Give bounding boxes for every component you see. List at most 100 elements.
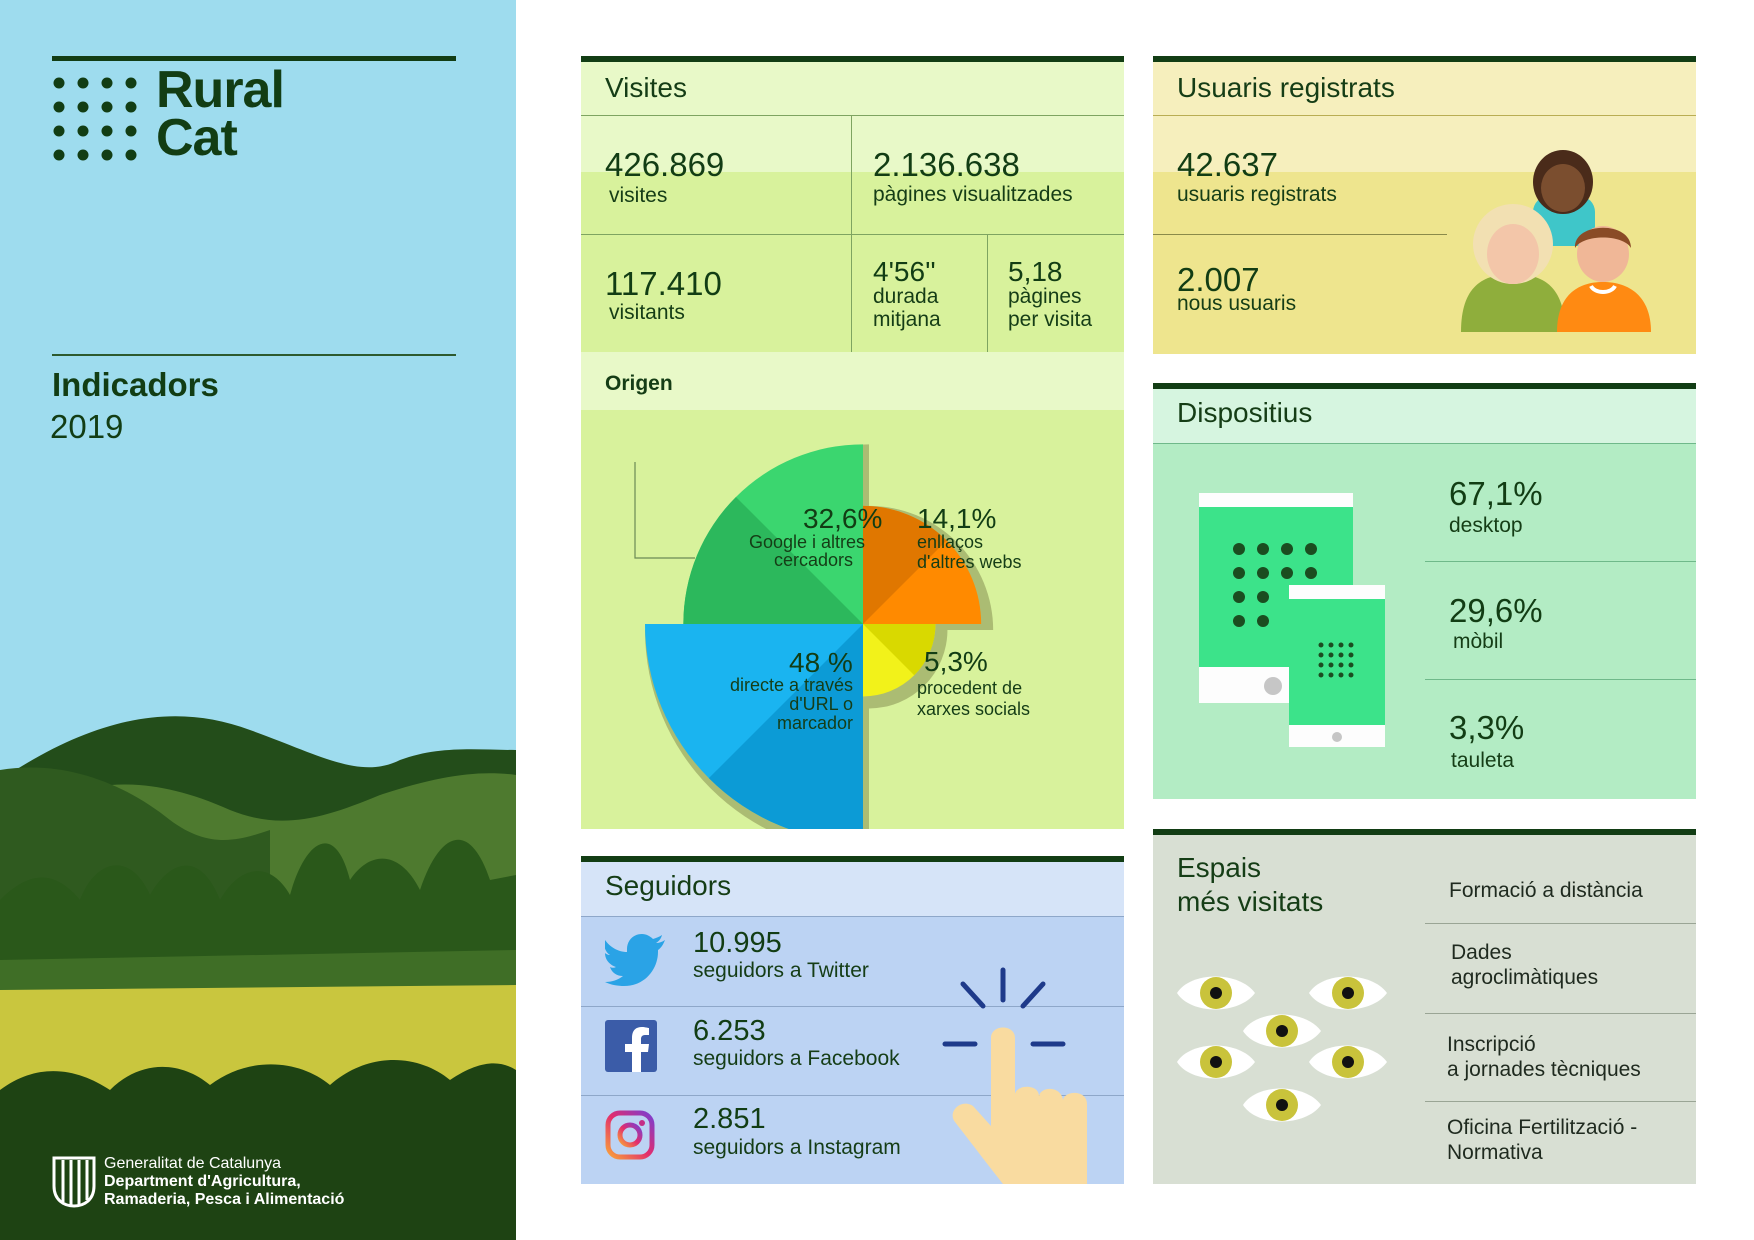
links-label: enllaços d'altres webs bbox=[917, 532, 1021, 572]
divider bbox=[1153, 234, 1447, 235]
visits-header bbox=[581, 62, 1124, 172]
divider bbox=[52, 56, 456, 61]
pie-slice-shade bbox=[863, 624, 936, 676]
direct-value: 48 % bbox=[789, 647, 853, 678]
divider bbox=[987, 235, 988, 352]
leader-line bbox=[634, 462, 695, 559]
duration-label-2: mitjana bbox=[873, 308, 941, 331]
mobile-value: 29,6% bbox=[1449, 592, 1543, 629]
divider bbox=[1153, 443, 1696, 444]
visits-value: 426.869 bbox=[605, 146, 725, 183]
panel-topbar bbox=[1153, 829, 1696, 835]
divider bbox=[851, 116, 852, 352]
divider bbox=[1425, 923, 1696, 924]
tablet-label: tauleta bbox=[1451, 749, 1515, 772]
origin-pie-chart bbox=[634, 444, 994, 829]
instagram-icon[interactable] bbox=[605, 1110, 655, 1160]
social-label-2: xarxes socials bbox=[917, 699, 1031, 719]
users-panel: Usuaris registrats 42.637 usuaris regist… bbox=[1153, 56, 1696, 354]
visitors-value: 117.410 bbox=[605, 265, 722, 302]
panel-topbar bbox=[1153, 56, 1696, 62]
landscape-illustration bbox=[0, 716, 516, 1240]
direct-label: directe a través d'URL o marcador bbox=[711, 676, 853, 733]
divider bbox=[1425, 1101, 1696, 1102]
most-visited-item-2-line2: agroclimàtiques bbox=[1451, 966, 1599, 989]
most-visited-item-4[interactable]: Oficina Fertilització - Normativa bbox=[1447, 1115, 1637, 1165]
department-name-1: Department d'Agricultura, bbox=[104, 1173, 301, 1190]
government-credit: Generalitat de Catalunya Department d'Ag… bbox=[104, 1155, 344, 1209]
visits-panel: Visites 426.869 visites 2.136.638 pàgine… bbox=[581, 56, 1124, 829]
new-users-value: 2.007 bbox=[1177, 261, 1260, 298]
origin-header bbox=[581, 352, 1124, 410]
registered-users-label: usuaris registrats bbox=[1177, 183, 1337, 206]
twitter-followers-value: 10.995 bbox=[693, 927, 782, 959]
brand-logo: Rural Cat bbox=[156, 61, 285, 167]
most-visited-item-4-line2: Normativa bbox=[1447, 1141, 1543, 1164]
direct-label-2: d'URL o marcador bbox=[776, 694, 853, 733]
most-visited-item-2-line1: Dades bbox=[1451, 941, 1512, 964]
duration-label-1: durada bbox=[873, 285, 939, 308]
pageviews-value: 2.136.638 bbox=[873, 146, 1020, 183]
panel-topbar bbox=[1153, 383, 1696, 389]
new-users-label: nous usuaris bbox=[1177, 292, 1297, 315]
links-label-1: enllaços bbox=[917, 532, 984, 552]
most-visited-panel: Espais més visitats Formació a distància… bbox=[1153, 829, 1696, 1184]
panel-topbar bbox=[581, 856, 1124, 862]
divider bbox=[1425, 679, 1696, 680]
eyes-icon bbox=[1177, 976, 1387, 1122]
mobile-label: mòbil bbox=[1453, 630, 1504, 653]
most-visited-item-4-line1: Oficina Fertilització - bbox=[1447, 1116, 1638, 1139]
most-visited-title: Espais més visitats bbox=[1177, 851, 1323, 919]
pie-slice-shade bbox=[708, 624, 863, 829]
pages-per-visit-value: 5,18 bbox=[1008, 256, 1063, 287]
pageviews-label: pàgines visualitzades bbox=[873, 183, 1073, 206]
facebook-followers-label: seguidors a Facebook bbox=[693, 1047, 900, 1070]
google-label-1: Google i altres bbox=[749, 532, 866, 552]
divider bbox=[581, 1006, 1124, 1007]
most-visited-item-1[interactable]: Formació a distància bbox=[1449, 879, 1643, 902]
brand-line2: Cat bbox=[156, 109, 238, 167]
devices-header bbox=[1153, 389, 1696, 443]
google-label-2: cercadors bbox=[773, 550, 853, 570]
users-icon bbox=[1461, 150, 1651, 332]
facebook-icon[interactable] bbox=[605, 1020, 657, 1072]
desktop-label: desktop bbox=[1449, 514, 1523, 537]
department-name-2: Ramaderia, Pesca i Alimentació bbox=[104, 1191, 345, 1208]
origin-title: Origen bbox=[605, 372, 673, 395]
divider bbox=[581, 1095, 1124, 1096]
pie-slice-shade bbox=[863, 505, 947, 624]
pages-per-visit-label-1: pàgines bbox=[1008, 285, 1082, 308]
report-year: 2019 bbox=[50, 408, 124, 445]
devices-title: Dispositius bbox=[1177, 397, 1313, 428]
facebook-followers-value: 6.253 bbox=[693, 1015, 766, 1047]
followers-panel: Seguidors 10.995 seguidors a Twitter 6.2… bbox=[581, 856, 1124, 1184]
divider bbox=[581, 115, 1124, 116]
registered-users-value: 42.637 bbox=[1177, 146, 1278, 183]
government-name: Generalitat de Catalunya bbox=[104, 1155, 281, 1172]
panel-topbar bbox=[581, 56, 1124, 62]
most-visited-item-3[interactable]: Inscripció a jornades tècniques bbox=[1447, 1032, 1641, 1082]
social-label: procedent de xarxes socials bbox=[917, 678, 1030, 720]
links-label-2: d'altres webs bbox=[917, 552, 1022, 572]
users-header bbox=[1153, 62, 1696, 172]
brand-line1: Rural bbox=[156, 61, 285, 119]
followers-title: Seguidors bbox=[605, 870, 732, 901]
google-label: Google i altres cercadors bbox=[749, 532, 866, 570]
divider bbox=[52, 354, 456, 356]
logo-dots-icon bbox=[53, 77, 137, 161]
pages-per-visit-label-2: per visita bbox=[1008, 308, 1093, 331]
visits-label: visites bbox=[609, 184, 668, 207]
most-visited-item-2[interactable]: Dades agroclimàtiques bbox=[1451, 940, 1598, 990]
twitter-icon[interactable] bbox=[605, 934, 667, 986]
instagram-followers-label: seguidors a Instagram bbox=[693, 1136, 901, 1159]
visitors-label: visitants bbox=[609, 301, 685, 324]
direct-label-1: directe a través bbox=[729, 675, 853, 695]
divider bbox=[581, 234, 1124, 235]
devices-panel: Dispositius 67,1% desktop 29,6% mòbil 3,… bbox=[1153, 383, 1696, 799]
twitter-followers-label: seguidors a Twitter bbox=[693, 959, 869, 982]
most-visited-title-2: més visitats bbox=[1177, 886, 1324, 917]
social-label-1: procedent de bbox=[917, 678, 1023, 698]
google-value: 32,6% bbox=[803, 503, 883, 534]
divider bbox=[1425, 561, 1696, 562]
sidebar-cover: Rural Cat Indicadors 2019 Generalitat de… bbox=[0, 0, 516, 1240]
